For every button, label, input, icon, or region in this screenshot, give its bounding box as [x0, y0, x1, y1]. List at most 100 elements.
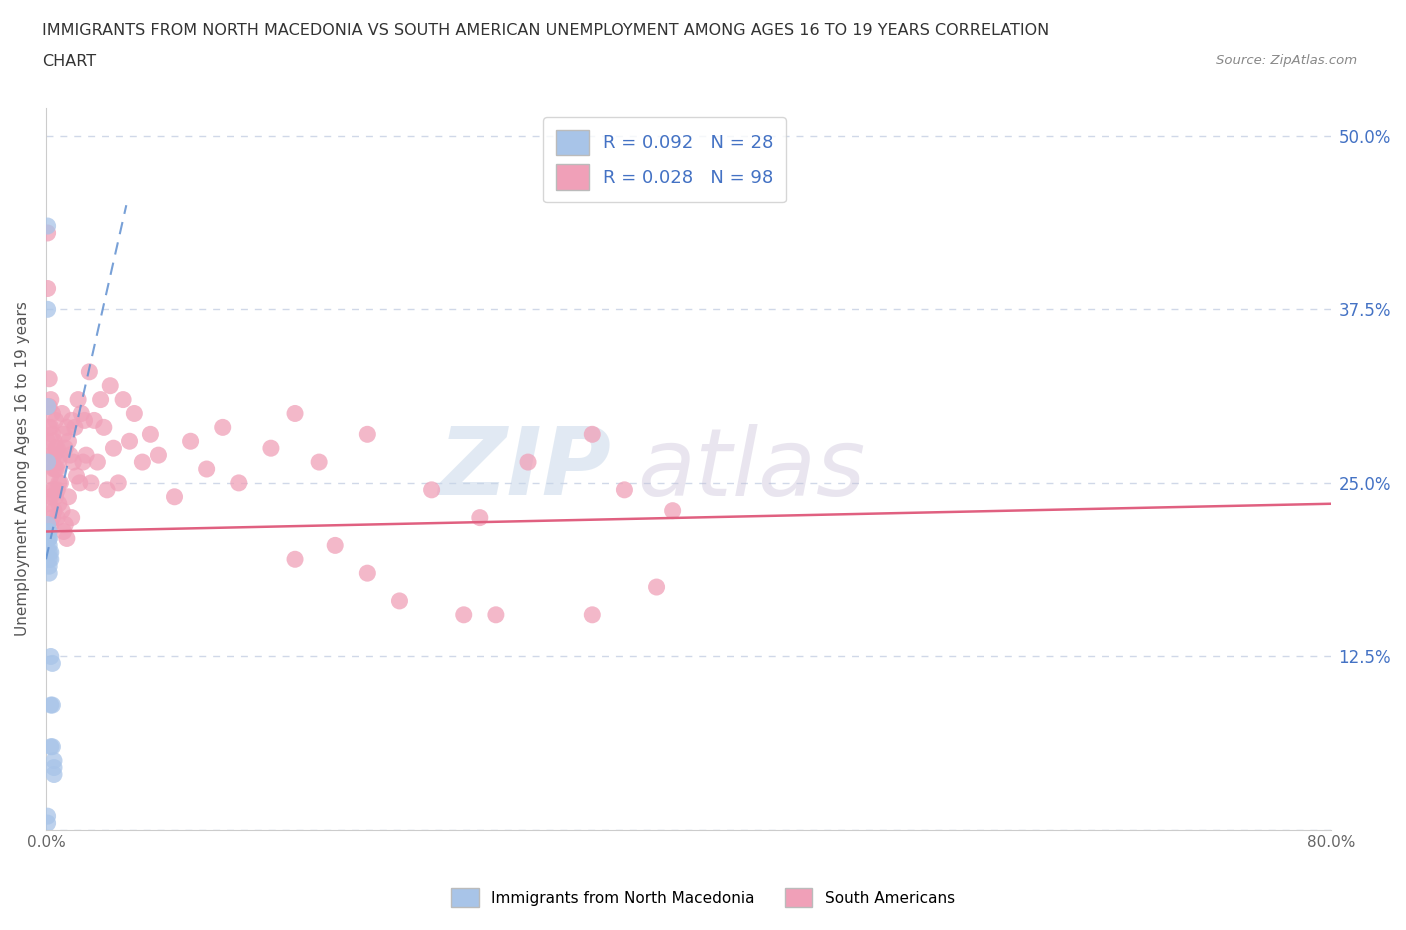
Point	[284, 406, 307, 421]
Point	[388, 593, 411, 608]
Point	[38, 455, 60, 470]
Point	[38, 551, 60, 566]
Point	[228, 475, 250, 490]
Point	[63, 420, 86, 435]
Point	[73, 413, 96, 428]
Point	[38, 531, 60, 546]
Point	[195, 461, 218, 476]
Point	[86, 455, 108, 470]
Point	[323, 538, 346, 552]
Point	[38, 371, 60, 386]
Point	[39, 469, 62, 484]
Point	[37, 816, 59, 830]
Point	[37, 531, 59, 546]
Point	[60, 511, 83, 525]
Point	[69, 475, 91, 490]
Point	[45, 461, 67, 476]
Point	[581, 607, 603, 622]
Point	[131, 455, 153, 470]
Point	[39, 489, 62, 504]
Point	[48, 455, 70, 470]
Point	[98, 379, 121, 393]
Point	[56, 420, 79, 435]
Text: atlas: atlas	[637, 423, 866, 514]
Point	[41, 427, 63, 442]
Point	[45, 441, 67, 456]
Point	[148, 447, 170, 462]
Point	[41, 511, 63, 525]
Point	[49, 447, 72, 462]
Point	[581, 427, 603, 442]
Point	[41, 656, 63, 671]
Point	[38, 531, 60, 546]
Point	[93, 420, 115, 435]
Point	[39, 447, 62, 462]
Point	[356, 427, 378, 442]
Point	[83, 413, 105, 428]
Point	[112, 392, 135, 407]
Point	[37, 809, 59, 824]
Point	[37, 281, 59, 296]
Point	[38, 525, 60, 539]
Point	[38, 559, 60, 574]
Point	[65, 469, 87, 484]
Point	[139, 427, 162, 442]
Point	[284, 551, 307, 566]
Point	[60, 413, 83, 428]
Point	[41, 739, 63, 754]
Point	[118, 433, 141, 448]
Point	[45, 413, 67, 428]
Point	[46, 483, 69, 498]
Point	[70, 406, 93, 421]
Point	[41, 406, 63, 421]
Point	[80, 475, 103, 490]
Point	[56, 531, 79, 546]
Point	[39, 420, 62, 435]
Point	[661, 503, 683, 518]
Point	[613, 483, 636, 498]
Point	[37, 399, 59, 414]
Point	[39, 698, 62, 712]
Point	[42, 433, 65, 448]
Point	[453, 607, 475, 622]
Point	[96, 483, 118, 498]
Point	[46, 461, 69, 476]
Point	[49, 475, 72, 490]
Point	[46, 441, 69, 456]
Text: Source: ZipAtlas.com: Source: ZipAtlas.com	[1216, 54, 1357, 67]
Point	[53, 441, 76, 456]
Point	[37, 219, 59, 233]
Point	[37, 517, 59, 532]
Point	[58, 433, 80, 448]
Point	[38, 399, 60, 414]
Point	[38, 565, 60, 580]
Point	[48, 475, 70, 490]
Point	[37, 433, 59, 448]
Point	[37, 455, 59, 470]
Point	[260, 441, 283, 456]
Point	[485, 607, 508, 622]
Point	[42, 461, 65, 476]
Point	[38, 497, 60, 512]
Legend: R = 0.092   N = 28, R = 0.028   N = 98: R = 0.092 N = 28, R = 0.028 N = 98	[544, 117, 786, 203]
Point	[42, 753, 65, 768]
Point	[42, 767, 65, 782]
Y-axis label: Unemployment Among Ages 16 to 19 years: Unemployment Among Ages 16 to 19 years	[15, 301, 30, 636]
Point	[468, 511, 491, 525]
Point	[39, 517, 62, 532]
Point	[52, 525, 75, 539]
Point	[52, 427, 75, 442]
Point	[41, 455, 63, 470]
Text: ZIP: ZIP	[439, 423, 612, 515]
Point	[308, 455, 330, 470]
Point	[42, 447, 65, 462]
Point	[211, 420, 233, 435]
Point	[48, 497, 70, 512]
Point	[37, 302, 59, 317]
Point	[38, 420, 60, 435]
Point	[39, 545, 62, 560]
Point	[42, 760, 65, 775]
Point	[356, 565, 378, 580]
Point	[51, 503, 73, 518]
Point	[62, 455, 84, 470]
